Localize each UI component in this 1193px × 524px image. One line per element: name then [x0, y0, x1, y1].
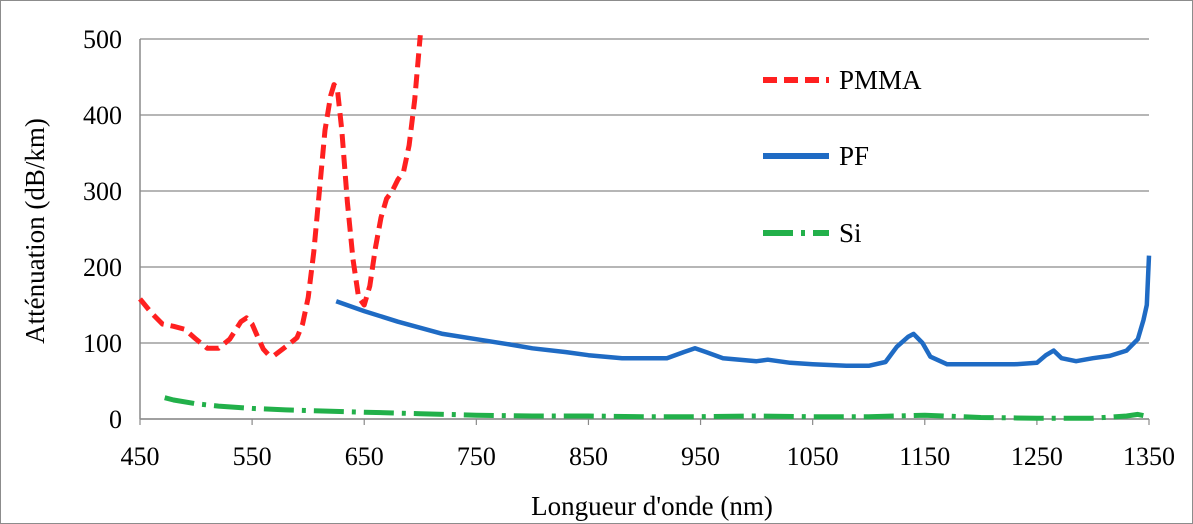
series-line-pf: [335, 255, 1152, 369]
x-tick-label: 550: [233, 442, 272, 471]
y-tick-label: 200: [83, 253, 122, 282]
legend-label-si: Si: [839, 218, 862, 248]
legend-label-pf: PF: [839, 141, 869, 171]
y-tick-label: 0: [109, 405, 122, 434]
y-tick-label: 500: [83, 25, 122, 54]
plot-series: [138, 35, 1152, 421]
x-tick-label: 1350: [1123, 442, 1175, 471]
x-tick-label: 1150: [899, 442, 950, 471]
x-tick-label: 450: [121, 442, 160, 471]
x-tick-label: 750: [457, 442, 496, 471]
axes: [139, 39, 1150, 425]
x-tick-label: 850: [569, 442, 608, 471]
x-tick-label: 1050: [787, 442, 839, 471]
tick-labels: 0 100 200 300 400 500 450 550 650 750 850 950 1050 11…: [83, 25, 1175, 471]
x-tick-label: 650: [345, 442, 384, 471]
x-tick-label: 1250: [1011, 442, 1063, 471]
y-tick-label: 100: [83, 329, 122, 358]
legend: PMMA PF Si: [763, 65, 922, 248]
legend-label-pmma: PMMA: [839, 65, 922, 95]
x-axis-title: Longueur d'onde (nm): [531, 491, 773, 521]
series-line-pmma: [138, 35, 423, 358]
series-line-si: [164, 395, 1150, 421]
y-tick-label: 300: [83, 177, 122, 206]
y-tick-label: 400: [83, 101, 122, 130]
gridlines: [140, 38, 1149, 420]
y-axis-title: Atténuation (dB/km): [20, 118, 50, 344]
x-tick-label: 950: [681, 442, 720, 471]
